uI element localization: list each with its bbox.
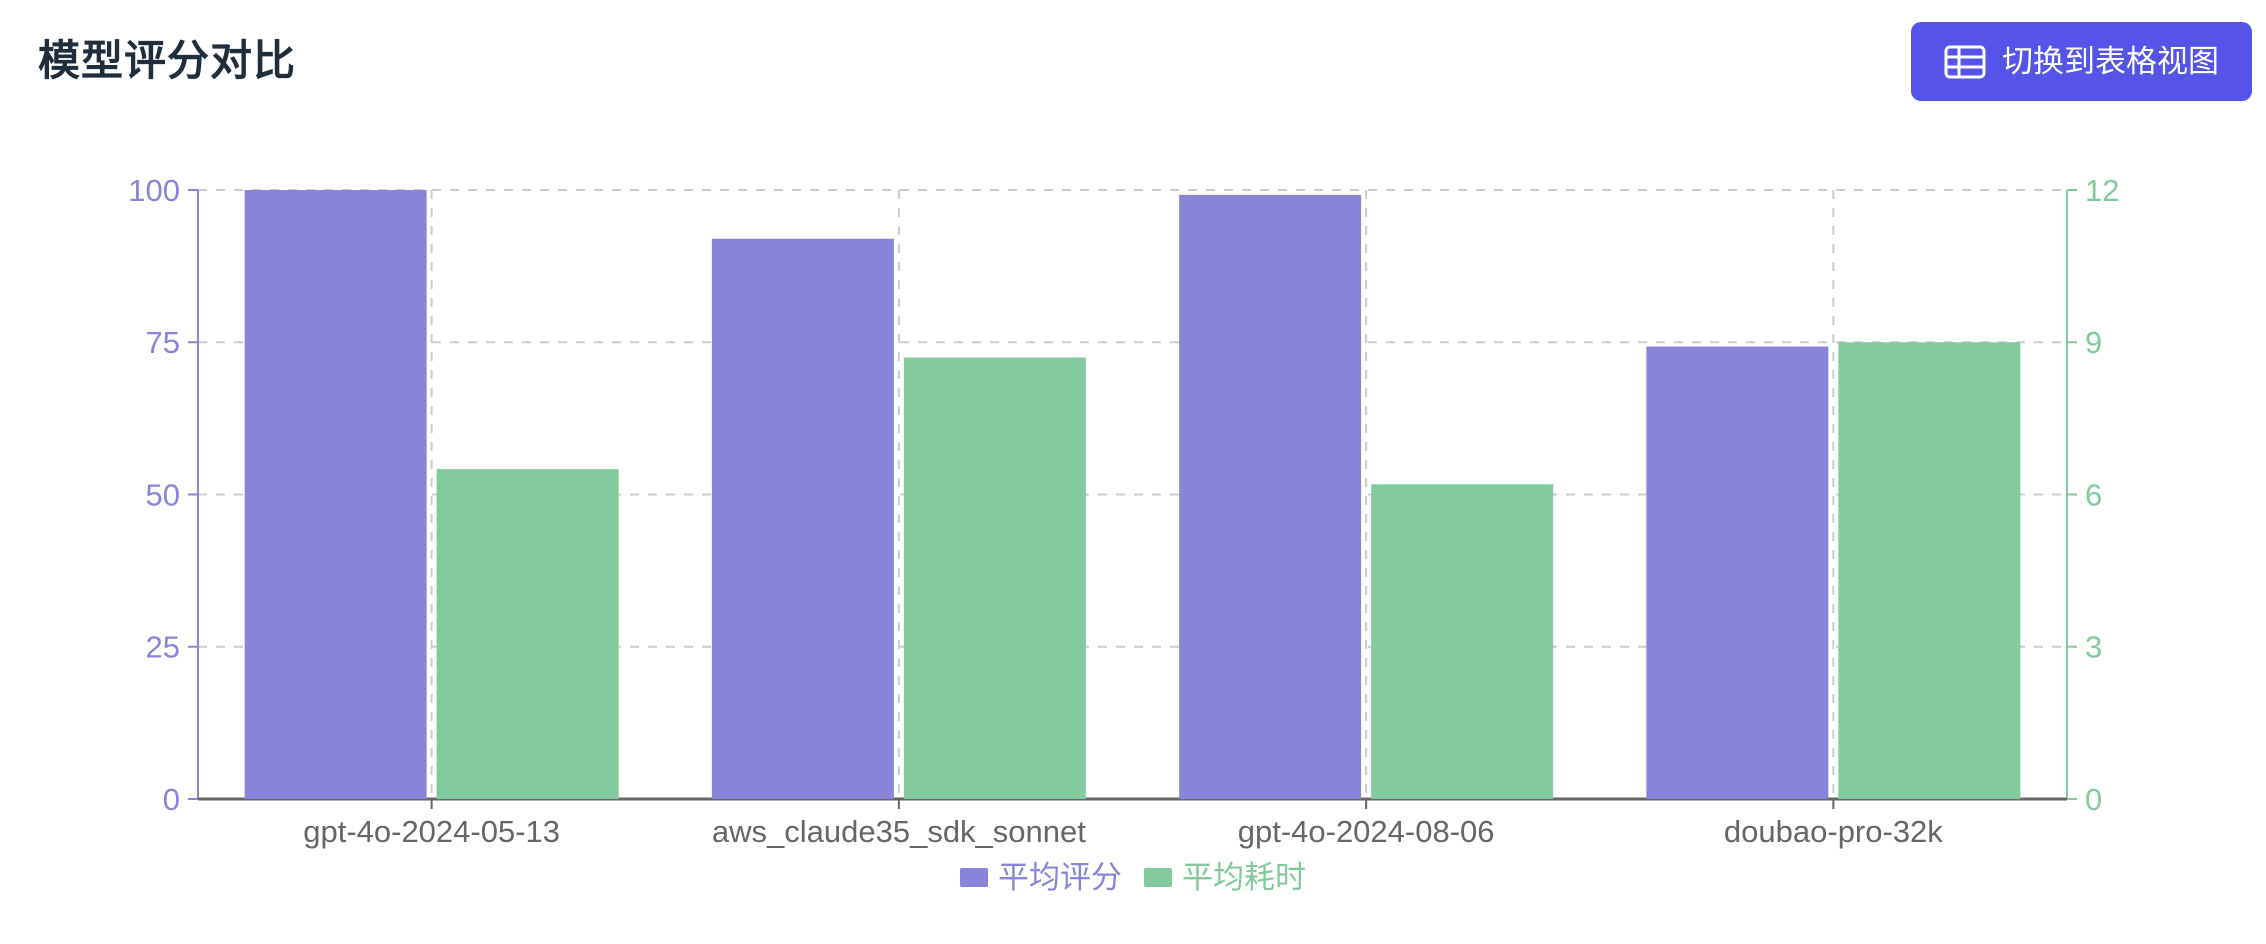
right-axis-tick-label: 6 xyxy=(2085,477,2102,512)
page-title: 模型评分对比 xyxy=(38,37,297,84)
table-icon xyxy=(1944,44,1986,80)
legend-item-avg-time[interactable]: 平均耗时 xyxy=(1144,862,1306,893)
bar-平均评分-gpt-4o-2024-05-13[interactable] xyxy=(244,190,427,799)
x-axis-category-label: gpt-4o-2024-05-13 xyxy=(303,814,560,849)
x-axis-category-label: gpt-4o-2024-08-06 xyxy=(1238,814,1495,849)
left-axis-tick-label: 75 xyxy=(146,325,180,360)
legend-swatch-avg-score xyxy=(960,868,988,887)
chart-legend: 平均评分 平均耗时 xyxy=(0,862,2266,893)
right-axis-tick-label: 0 xyxy=(2085,782,2102,817)
left-axis-tick-label: 25 xyxy=(146,630,180,665)
bar-平均评分-aws_claude35_sdk_sonnet[interactable] xyxy=(711,238,894,800)
legend-label-avg-time: 平均耗时 xyxy=(1182,860,1306,895)
bar-平均耗时-gpt-4o-2024-05-13[interactable] xyxy=(436,469,619,799)
bar-平均评分-gpt-4o-2024-08-06[interactable] xyxy=(1179,194,1362,799)
left-axis-tick-label: 100 xyxy=(128,173,180,208)
right-axis-tick-label: 12 xyxy=(2085,173,2119,208)
left-axis-tick-label: 50 xyxy=(146,477,180,512)
right-axis-tick-label: 3 xyxy=(2085,630,2102,665)
bar-平均耗时-gpt-4o-2024-08-06[interactable] xyxy=(1371,484,1554,799)
switch-to-table-view-button[interactable]: 切换到表格视图 xyxy=(1911,22,2252,101)
bar-平均耗时-aws_claude35_sdk_sonnet[interactable] xyxy=(903,357,1086,799)
legend-item-avg-score[interactable]: 平均评分 xyxy=(960,862,1122,893)
x-axis-category-label: aws_claude35_sdk_sonnet xyxy=(712,814,1086,849)
bar-平均评分-doubao-pro-32k[interactable] xyxy=(1646,346,1829,799)
x-axis-category-label: doubao-pro-32k xyxy=(1724,814,1943,849)
switch-to-table-view-label: 切换到表格视图 xyxy=(2002,44,2219,79)
legend-label-avg-score: 平均评分 xyxy=(998,860,1122,895)
legend-swatch-avg-time xyxy=(1144,868,1172,887)
right-axis-tick-label: 9 xyxy=(2085,325,2102,360)
left-axis-tick-label: 0 xyxy=(163,782,180,817)
bar-平均耗时-doubao-pro-32k[interactable] xyxy=(1838,342,2021,799)
